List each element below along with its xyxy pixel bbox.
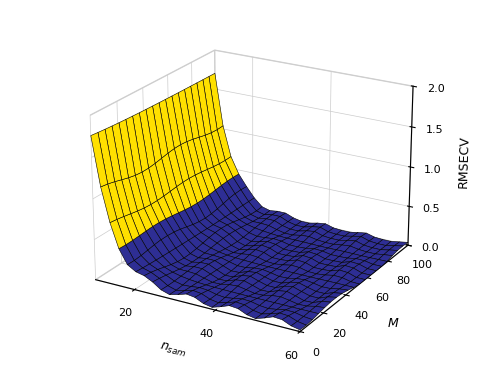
- X-axis label: $n_{sam}$: $n_{sam}$: [158, 340, 188, 360]
- Y-axis label: $M$: $M$: [387, 317, 400, 330]
